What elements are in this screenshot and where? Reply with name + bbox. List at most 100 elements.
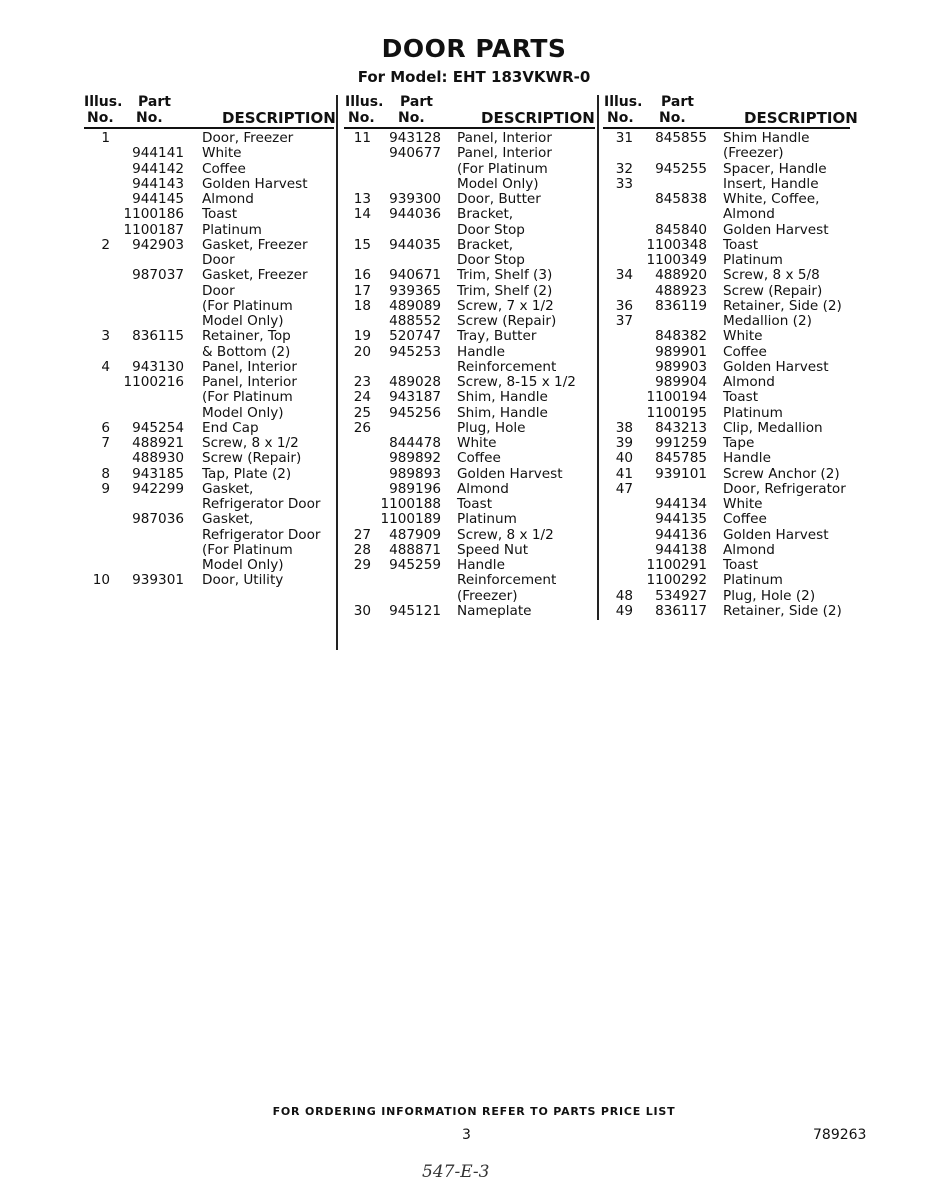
- illus-number: 24: [353, 389, 371, 406]
- part-description: White: [723, 496, 763, 512]
- part-number: 1100291: [646, 557, 707, 573]
- table-row: Door Stop: [0, 221, 948, 238]
- table-row: (Freezer): [0, 588, 948, 604]
- part-description: Gasket,: [202, 511, 254, 528]
- part-description: (Freezer): [723, 145, 784, 162]
- part-description: Door: [202, 252, 235, 268]
- part-description: Door Stop: [457, 221, 525, 238]
- part-description: Screw, 8 x 1/2: [457, 526, 554, 543]
- table-row: 38 843213 Clip, Medallion: [0, 420, 948, 436]
- table-row: 944141 White: [0, 146, 948, 161]
- part-description: Trim, Shelf (3): [457, 267, 553, 284]
- table-row: 940677 Panel, Interior: [0, 146, 948, 161]
- table-row: 1100188 Toast: [0, 497, 948, 512]
- part-number: 489089: [389, 297, 441, 314]
- part-description: Coffee: [723, 343, 767, 360]
- part-description: (For Platinum: [202, 389, 293, 406]
- part-number: 943128: [389, 130, 441, 146]
- table-row: 10 939301 Door, Utility: [0, 573, 948, 588]
- table-row: 32 945255 Spacer, Handle: [0, 160, 948, 177]
- part-description: Retainer, Top: [202, 328, 291, 345]
- table-row: 28 488871 Speed Nut: [0, 542, 948, 558]
- part-description: Bracket,: [457, 236, 514, 253]
- table-row: 40 845785 Handle: [0, 451, 948, 466]
- table-row: 48 534927 Plug, Hole (2): [0, 587, 948, 604]
- table-row: 11 943128 Panel, Interior: [0, 131, 948, 146]
- part-description: (For Platinum: [457, 160, 548, 177]
- table-row: 36 836119 Retainer, Side (2): [0, 298, 948, 314]
- table-row: 14 944036 Bracket,: [0, 207, 948, 222]
- part-description: Tape: [723, 435, 755, 451]
- part-description: White, Coffee,: [723, 191, 820, 207]
- part-number: 945253: [389, 343, 441, 360]
- part-description: Tray, Butter: [457, 328, 537, 345]
- part-number: 1100216: [123, 374, 184, 390]
- illus-number: 37: [615, 313, 633, 329]
- part-header: Part: [400, 94, 433, 110]
- part-description: Shim, Handle: [457, 404, 548, 421]
- illus-number: 10: [92, 572, 110, 589]
- illus-number: 9: [101, 480, 110, 497]
- table-row: Model Only): [0, 314, 948, 329]
- part-description: Gasket, Freezer: [202, 236, 308, 253]
- part-description: Screw, 8 x 5/8: [723, 267, 820, 284]
- part-number: 944134: [655, 496, 707, 512]
- part-number: 945255: [655, 160, 707, 177]
- table-row: 7 488921 Screw, 8 x 1/2: [0, 436, 948, 451]
- illus-number: 29: [353, 557, 371, 573]
- part-description: Golden Harvest: [457, 465, 563, 482]
- part-number: 845785: [655, 450, 707, 467]
- table-row: 18 489089 Screw, 7 x 1/2: [0, 297, 948, 314]
- table-row: 49 836117 Retainer, Side (2): [0, 603, 948, 619]
- table-row: Model Only): [0, 176, 948, 192]
- part-number: 944138: [655, 541, 707, 558]
- table-row: 488923 Screw (Repair): [0, 282, 948, 299]
- table-row: (Freezer): [0, 146, 948, 161]
- header-rule: [344, 127, 595, 129]
- illus-number: 48: [615, 587, 633, 604]
- part-number: 943185: [132, 465, 184, 482]
- part-number: 845840: [655, 221, 707, 238]
- table-row: 989196 Almond: [0, 481, 948, 497]
- part-description: Reinforcement: [457, 358, 557, 375]
- illus-number: 4: [101, 358, 110, 375]
- table-row: 4 943130 Panel, Interior: [0, 358, 948, 375]
- part-description: White: [723, 328, 763, 345]
- part-description: Model Only): [202, 557, 284, 573]
- table-row: 16 940671 Trim, Shelf (3): [0, 268, 948, 283]
- part-description: Door, Butter: [457, 191, 541, 207]
- description-header: DESCRIPTION: [222, 109, 336, 127]
- part-number: 944035: [389, 236, 441, 253]
- model-subtitle: For Model: EHT 183VKWR-0: [357, 68, 591, 86]
- column-divider: [336, 95, 338, 650]
- part-description: Plug, Hole (2): [723, 587, 816, 604]
- illus-header: Illus.: [84, 94, 123, 110]
- table-row: 1100187 Platinum: [0, 222, 948, 238]
- part-description: Almond: [723, 541, 775, 558]
- part-number: 991259: [655, 435, 707, 451]
- part-description: Almond: [202, 191, 254, 207]
- part-description: Coffee: [723, 511, 767, 528]
- part-number: 1100186: [123, 206, 184, 223]
- part-number: 836115: [132, 328, 184, 345]
- part-number: 489028: [389, 374, 441, 390]
- part-description: Screw, 8-15 x 1/2: [457, 374, 576, 390]
- table-row: 33 Insert, Handle: [0, 176, 948, 192]
- part-number: 488923: [655, 282, 707, 299]
- table-row: 3 836115 Retainer, Top: [0, 329, 948, 344]
- part-number: 945259: [389, 557, 441, 573]
- table-row: 1100291 Toast: [0, 558, 948, 573]
- column-divider: [597, 95, 599, 620]
- part-description: Nameplate: [457, 602, 532, 619]
- part-number: 989904: [655, 374, 707, 390]
- description-header: DESCRIPTION: [744, 109, 858, 127]
- part-description: Platinum: [723, 252, 783, 268]
- table-row: 31 845855 Shim Handle: [0, 131, 948, 146]
- table-row: 1100195 Platinum: [0, 405, 948, 421]
- part-description: Coffee: [202, 160, 246, 177]
- part-description: White: [457, 435, 497, 451]
- part-number: 520747: [389, 328, 441, 345]
- table-row: 34 488920 Screw, 8 x 5/8: [0, 268, 948, 283]
- table-row: 944135 Coffee: [0, 512, 948, 527]
- illus-number: 31: [615, 130, 633, 146]
